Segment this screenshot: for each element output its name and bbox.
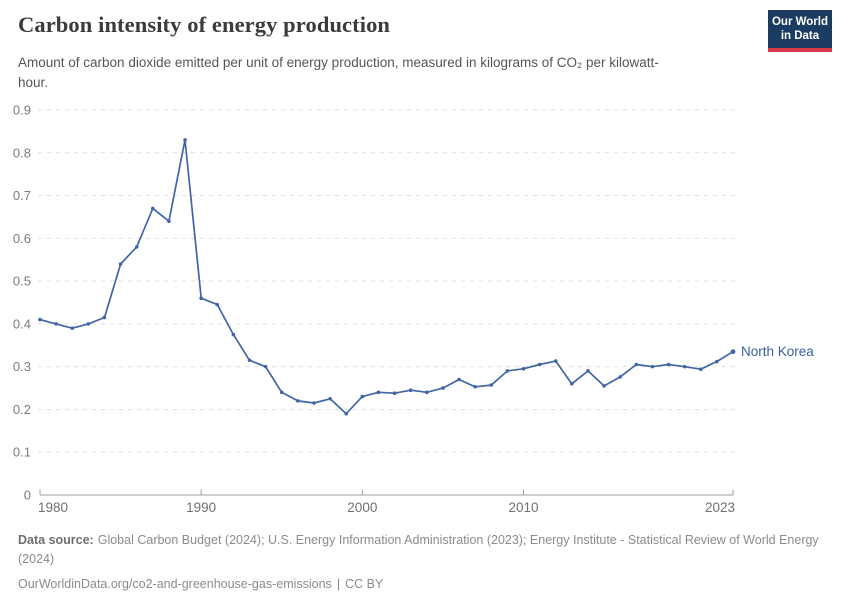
data-point [102, 315, 107, 320]
data-point [730, 349, 736, 355]
owid-logo-line2: in Data [780, 30, 820, 42]
data-point [118, 262, 123, 266]
chart-title: Carbon intensity of energy production [18, 12, 391, 37]
data-point [328, 396, 332, 401]
data-point [618, 375, 622, 379]
data-point [215, 302, 220, 307]
y-axis-label: 0.3 [13, 359, 31, 374]
data-point [199, 296, 203, 301]
footer-license-link[interactable]: CC BY [345, 576, 384, 591]
data-point [296, 399, 300, 403]
trend-line [39, 139, 734, 415]
chart-subtitle: Amount of carbon dioxide emitted per uni… [18, 55, 659, 90]
data-point [263, 364, 268, 369]
data-point [183, 138, 187, 142]
x-axis-label: 2010 [508, 500, 538, 515]
data-point [279, 390, 284, 395]
data-point [553, 359, 558, 363]
chart-footer: Data source: Global Carbon Budget (2024);… [18, 531, 830, 593]
data-point [86, 322, 91, 326]
data-point [70, 326, 75, 330]
data-point [505, 369, 510, 373]
data-point [134, 245, 139, 249]
data-point [392, 391, 397, 395]
y-axis-label: 0.6 [13, 231, 31, 246]
data-point [521, 367, 526, 371]
data-point [441, 386, 445, 390]
data-point [715, 359, 719, 364]
data-point [602, 384, 606, 388]
data-point [38, 317, 42, 322]
data-point [698, 367, 703, 372]
data-point [376, 390, 381, 395]
data-point [151, 206, 155, 211]
y-axis-label: 0.7 [13, 188, 31, 203]
y-axis-label: 0.4 [13, 316, 31, 331]
data-source-text: Global Carbon Budget (2024); U.S. Energy… [18, 533, 819, 566]
data-point [424, 390, 429, 395]
data-point [312, 401, 316, 405]
data-point [682, 364, 687, 369]
data-point [231, 332, 236, 337]
x-axis-label: 2000 [347, 500, 377, 515]
y-axis-label: 0.1 [13, 445, 31, 460]
data-point [650, 364, 655, 369]
data-point [167, 219, 171, 224]
data-point [570, 381, 574, 386]
y-axis-label: 0.5 [13, 274, 31, 289]
y-axis-label: 0.9 [13, 103, 31, 118]
data-point [247, 358, 252, 363]
data-point [344, 411, 349, 416]
x-axis-label: 2023 [705, 500, 735, 515]
y-axis-label: 0.2 [13, 402, 31, 417]
data-source-label: Data source: [18, 533, 94, 547]
owid-logo-line1: Our World [771, 15, 828, 28]
data-point [634, 362, 639, 367]
data-point [408, 388, 413, 392]
data-point [586, 369, 590, 373]
owid-logo-text: Our World in Data [772, 15, 828, 44]
footer-url-link[interactable]: OurWorldinData.org/co2-and-greenhouse-ga… [18, 576, 332, 591]
y-axis-label: 0.8 [13, 145, 31, 160]
data-point [360, 394, 365, 399]
data-point [489, 383, 494, 387]
data-point [666, 362, 671, 367]
footer-url-line: OurWorldinData.org/co2-and-greenhouse-ga… [18, 575, 830, 594]
series-end-label: North Korea [741, 344, 814, 359]
data-point [54, 322, 58, 326]
x-axis-label: 1990 [186, 500, 216, 515]
data-source-line: Data source: Global Carbon Budget (2024);… [18, 531, 830, 569]
data-point [473, 384, 477, 389]
footer-separator: | [336, 576, 341, 591]
y-axis-label: 0 [24, 488, 31, 503]
owid-logo[interactable]: Our World in Data [768, 10, 832, 52]
x-axis-label: 1980 [38, 500, 68, 515]
data-point [537, 362, 542, 367]
data-point [457, 377, 461, 382]
